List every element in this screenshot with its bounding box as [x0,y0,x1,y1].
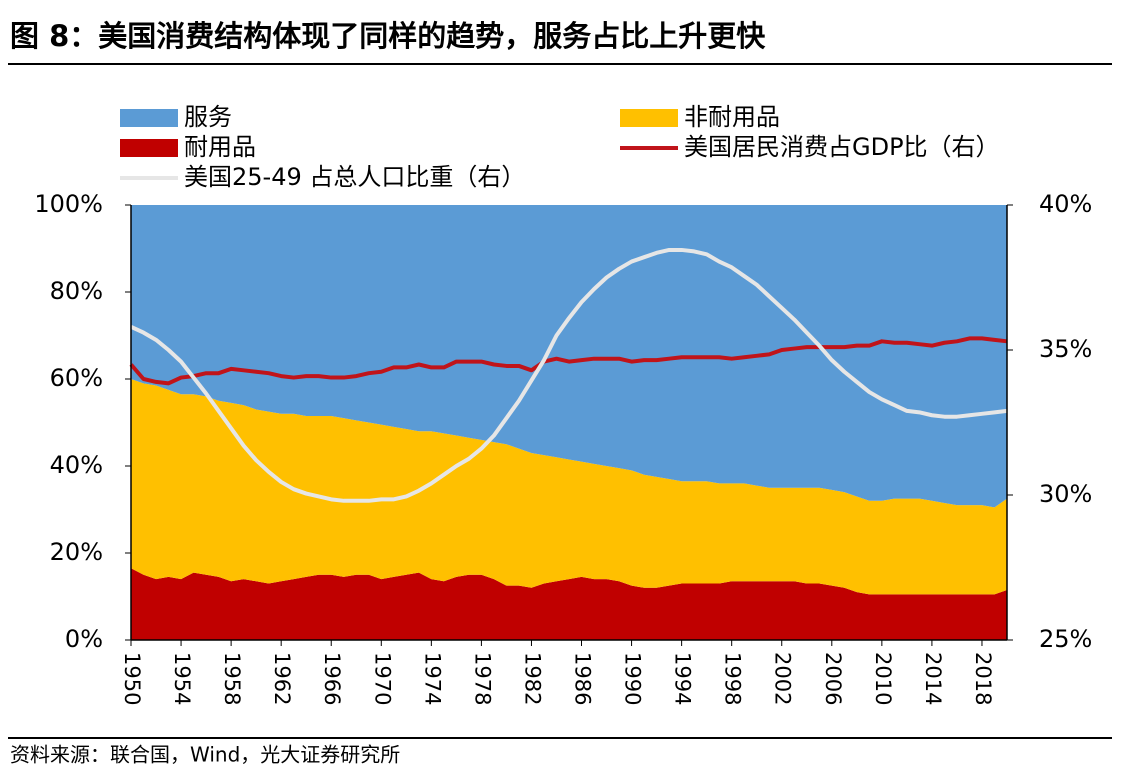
line [130,247,1008,503]
x-tick-label: 1962 [270,652,294,705]
y-tick-label: 40% [50,451,103,479]
chart-title: 图 8：美国消费结构体现了同样的趋势，服务占比上升更快 [10,19,766,53]
x-tick-label: 1954 [170,652,194,705]
legend-label: 非耐用品 [684,103,780,131]
source: 资料来源：联合国，Wind，光大证券研究所 [10,743,400,767]
legend-swatch [120,139,178,157]
x-tick-label: 2006 [821,652,845,705]
x-tick-label: 1998 [721,652,745,705]
legend-label: 美国25-49 占总人口比重（右） [184,163,525,191]
legend-label: 服务 [184,103,232,131]
x-tick-label: 1982 [520,652,544,705]
y2-tick-label: 25% [1039,625,1092,653]
y2-tick-label: 35% [1039,335,1092,363]
x-tick-label: 2018 [971,652,995,705]
y-tick-label: 100% [34,190,103,218]
legend-swatch [620,109,678,127]
x-tick-label: 1986 [571,652,595,705]
y2-tick-label: 40% [1039,190,1092,218]
legend-label: 耐用品 [184,133,256,161]
y-tick-label: 0% [65,625,103,653]
x-tick-label: 1978 [470,652,494,705]
x-tick-label: 1950 [120,652,144,705]
line [129,336,1008,386]
area [131,379,1007,595]
y2-tick-label: 30% [1039,480,1092,508]
x-tick-label: 2002 [771,652,795,705]
y-tick-label: 60% [50,364,103,392]
x-tick-label: 1966 [320,652,344,705]
legend-swatch [120,109,178,127]
x-tick-label: 1974 [420,652,444,705]
x-tick-label: 1970 [370,652,394,705]
x-tick-label: 2010 [871,652,895,705]
legend-label: 美国居民消费占GDP比（右） [684,133,1000,161]
area [131,568,1007,640]
y-tick-label: 80% [50,277,103,305]
x-tick-label: 2014 [921,652,945,705]
x-tick-label: 1958 [220,652,244,705]
x-tick-label: 1994 [671,652,695,705]
x-tick-label: 1990 [621,652,645,705]
area [131,205,1007,508]
y-tick-label: 20% [50,538,103,566]
